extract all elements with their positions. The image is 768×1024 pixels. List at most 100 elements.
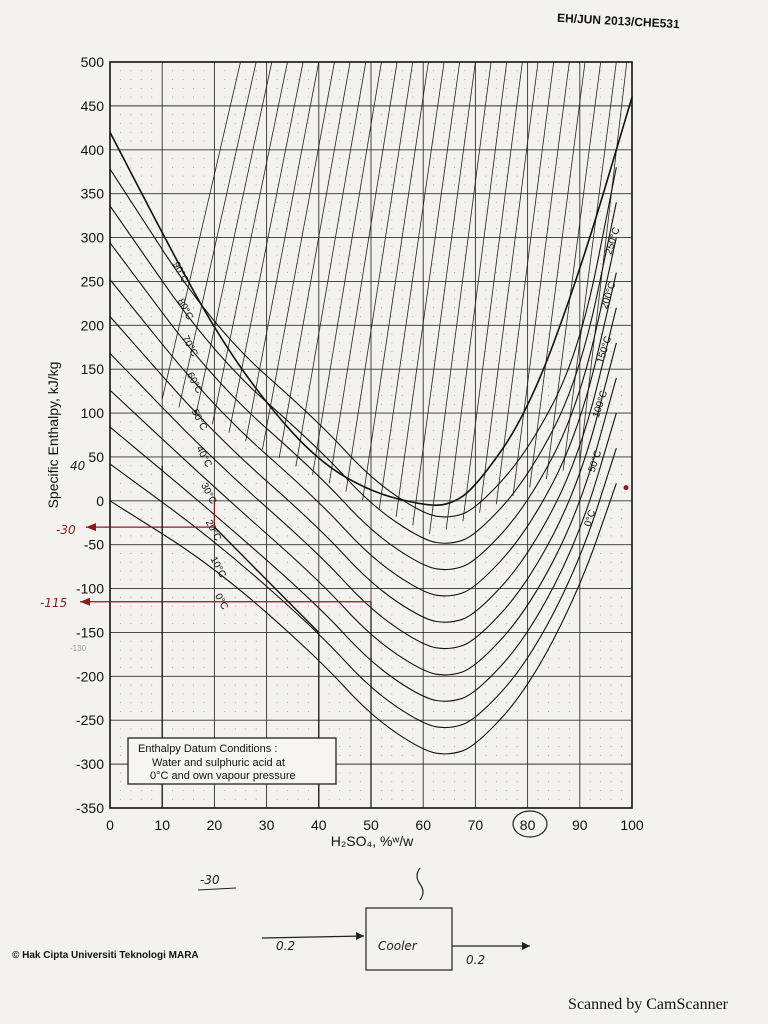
grid-dot xyxy=(203,693,205,695)
isotherm-70-C xyxy=(109,237,617,571)
grid-dot xyxy=(516,798,518,800)
grid-dot xyxy=(193,517,194,519)
vapour-tie-line xyxy=(228,61,304,433)
grid-dot xyxy=(234,219,236,221)
vapour-tie-line xyxy=(495,61,555,505)
grid-dot xyxy=(610,509,612,511)
grid-dot xyxy=(380,754,382,756)
grid-dot xyxy=(516,491,518,493)
grid-dot xyxy=(600,649,602,651)
grid-dot xyxy=(558,798,560,800)
grid-dot xyxy=(495,359,497,361)
grid-dot xyxy=(339,772,341,774)
grid-dot xyxy=(203,272,205,274)
grid-dot xyxy=(568,658,570,660)
grid-dot xyxy=(172,228,174,230)
grid-dot xyxy=(568,465,570,467)
grid-dot xyxy=(349,781,351,783)
grid-dot xyxy=(610,377,612,379)
grid-dot xyxy=(589,166,591,168)
grid-dot xyxy=(495,711,497,712)
grid-dot xyxy=(380,447,382,449)
grid-dot xyxy=(621,553,623,554)
grid-dot xyxy=(464,430,466,432)
grid-dot xyxy=(548,658,549,660)
grid-dot xyxy=(568,114,570,116)
grid-dot xyxy=(391,667,393,669)
grid-dot xyxy=(297,596,299,598)
grid-dot xyxy=(610,702,612,704)
grid-dot xyxy=(203,605,205,607)
grid-dot xyxy=(443,377,445,379)
grid-dot xyxy=(224,377,226,379)
grid-dot xyxy=(443,561,445,563)
grid-dot xyxy=(245,395,247,396)
grid-dot xyxy=(391,166,393,168)
grid-dot xyxy=(234,798,236,800)
grid-dot xyxy=(172,684,174,686)
grid-dot xyxy=(412,245,414,247)
grid-dot xyxy=(516,526,518,528)
grid-dot xyxy=(182,605,184,607)
grid-dot xyxy=(621,298,623,300)
grid-dot xyxy=(495,245,497,247)
grid-dot xyxy=(287,289,288,291)
grid-dot xyxy=(193,96,194,98)
grid-dot xyxy=(203,658,205,660)
grid-dot xyxy=(255,596,257,598)
grid-dot xyxy=(380,746,382,748)
grid-dot xyxy=(464,684,466,686)
grid-dot xyxy=(516,702,518,704)
grid-dot xyxy=(328,684,330,686)
grid-dot xyxy=(245,596,247,598)
grid-dot xyxy=(621,403,623,405)
grid-dot xyxy=(130,658,132,660)
grid-dot xyxy=(454,553,455,554)
grid-dot xyxy=(506,210,508,212)
grid-dot xyxy=(349,254,351,256)
grid-dot xyxy=(151,596,153,598)
grid-dot xyxy=(485,210,487,212)
grid-dot xyxy=(130,210,132,212)
grid-dot xyxy=(360,728,362,730)
grid-dot xyxy=(307,535,309,537)
grid-dot xyxy=(454,298,455,300)
grid-dot xyxy=(558,746,560,748)
grid-dot xyxy=(485,614,487,616)
grid-dot xyxy=(182,728,184,730)
grid-dot xyxy=(621,711,623,712)
grid-dot xyxy=(287,614,288,616)
grid-dot xyxy=(140,579,142,581)
grid-dot xyxy=(537,737,539,739)
grid-dot xyxy=(589,447,591,449)
grid-dot xyxy=(255,87,257,89)
grid-dot xyxy=(172,219,174,221)
grid-dot xyxy=(297,702,299,704)
grid-dot xyxy=(349,158,351,159)
grid-dot xyxy=(485,438,487,440)
grid-dot xyxy=(130,114,132,116)
grid-dot xyxy=(360,122,362,124)
grid-dot xyxy=(287,535,288,537)
grid-dot xyxy=(537,746,539,748)
grid-dot xyxy=(495,649,497,651)
grid-dot xyxy=(485,509,487,511)
grid-dot xyxy=(151,316,153,317)
grid-dot xyxy=(349,579,351,581)
grid-dot xyxy=(182,684,184,686)
grid-dot xyxy=(130,298,132,300)
grid-dot xyxy=(119,491,121,493)
grid-dot xyxy=(287,482,288,484)
grid-dot xyxy=(151,623,153,625)
grid-dot xyxy=(182,377,184,379)
grid-dot xyxy=(568,87,570,89)
grid-dot xyxy=(537,201,539,203)
grid-dot xyxy=(287,430,288,432)
grid-dot xyxy=(610,114,612,116)
grid-dot xyxy=(401,702,403,704)
grid-dot xyxy=(454,746,455,748)
grid-dot xyxy=(172,465,174,467)
grid-dot xyxy=(339,438,341,440)
grid-dot xyxy=(140,561,142,563)
grid-dot xyxy=(119,754,121,756)
